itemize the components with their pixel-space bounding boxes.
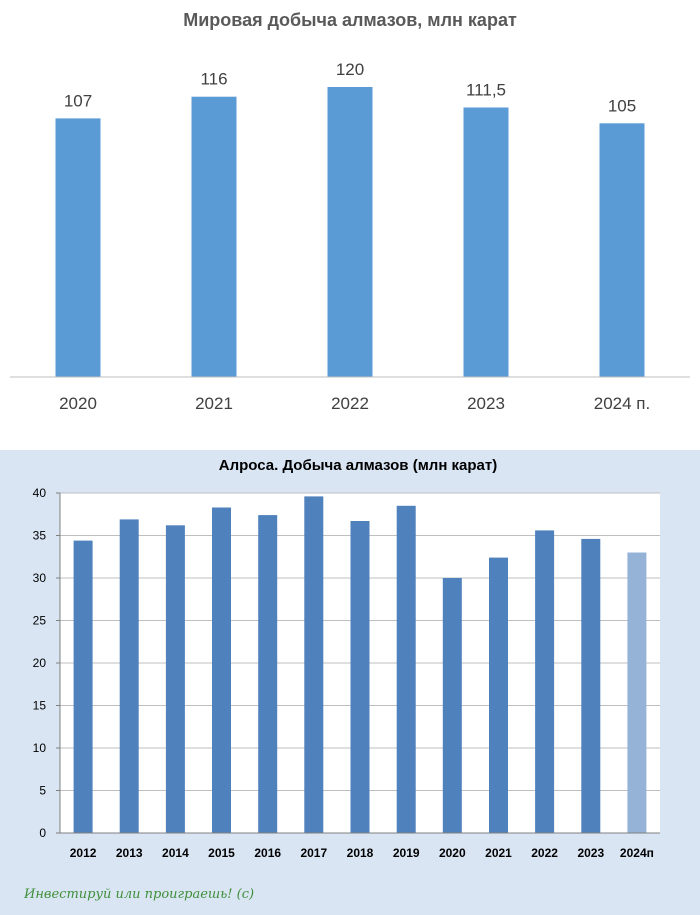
x-tick-label: 2018 — [347, 846, 374, 860]
data-label: 105 — [608, 96, 636, 115]
watermark-caption: Инвестируй или проиграешь! (с) — [24, 887, 255, 902]
y-tick-label: 25 — [33, 614, 47, 628]
bar-2022 — [535, 530, 555, 833]
y-tick-label: 0 — [39, 826, 46, 840]
bar-2020 — [55, 118, 101, 378]
x-tick-label: 2022 — [531, 846, 558, 860]
bar-2021 — [489, 557, 508, 833]
chart-title: Алроса. Добыча алмазов (млн карат) — [219, 457, 498, 474]
x-tick-label: 2016 — [254, 846, 281, 860]
y-tick-label: 15 — [33, 699, 47, 713]
x-tick-label: 2023 — [577, 846, 604, 860]
chart-title: Мировая добыча алмазов, млн карат — [183, 10, 517, 30]
x-tick-label: 2021 — [485, 846, 512, 860]
x-tick-label: 2015 — [208, 846, 235, 860]
x-tick-label: 2024 п. — [594, 394, 650, 413]
data-label: 116 — [200, 70, 227, 89]
x-tick-label: 2023 — [467, 394, 505, 413]
x-tick-label: 2017 — [300, 846, 327, 860]
bar-2022 — [327, 87, 373, 377]
x-tick-label: 2020 — [439, 846, 466, 860]
bar-2017 — [304, 496, 324, 833]
bar-2015 — [212, 507, 231, 833]
bar-2024п — [599, 123, 645, 377]
bar-2013 — [119, 519, 139, 833]
y-tick-label: 10 — [33, 741, 47, 755]
y-tick-label: 30 — [33, 571, 47, 585]
x-tick-label: 2019 — [393, 846, 420, 860]
bar-2019 — [396, 505, 416, 834]
x-tick-label: 2012 — [70, 846, 97, 860]
bar-2021 — [191, 96, 237, 377]
x-tick-label: 2020 — [59, 394, 97, 413]
bar-2018 — [350, 521, 370, 833]
bar-2020 — [442, 578, 462, 833]
bar-2016 — [258, 515, 278, 833]
data-label: 107 — [64, 91, 92, 110]
bar-2023 — [581, 538, 601, 833]
y-tick-label: 5 — [39, 784, 46, 798]
alrosa-diamond-production-chart: Алроса. Добыча алмазов (млн карат) 0 5 10 1… — [0, 450, 700, 915]
data-label: 120 — [336, 60, 364, 79]
y-tick-label: 20 — [33, 656, 47, 670]
x-tick-label: 2014 — [162, 846, 189, 860]
bar-2023 — [463, 107, 509, 377]
world-diamond-production-chart: Мировая добыча алмазов, млн карат 107 202… — [0, 0, 700, 450]
x-tick-label: 2022 — [331, 394, 369, 413]
x-tick-label: 2021 — [195, 394, 233, 413]
bar-2024п — [627, 552, 647, 833]
y-tick-label: 40 — [33, 486, 47, 500]
bar-2012 — [73, 540, 93, 833]
y-tick-label: 35 — [33, 529, 47, 543]
data-label: 111,5 — [466, 81, 506, 100]
x-tick-label: 2013 — [116, 846, 143, 860]
x-tick-label: 2024п — [620, 846, 654, 860]
bar-2014 — [165, 525, 185, 833]
